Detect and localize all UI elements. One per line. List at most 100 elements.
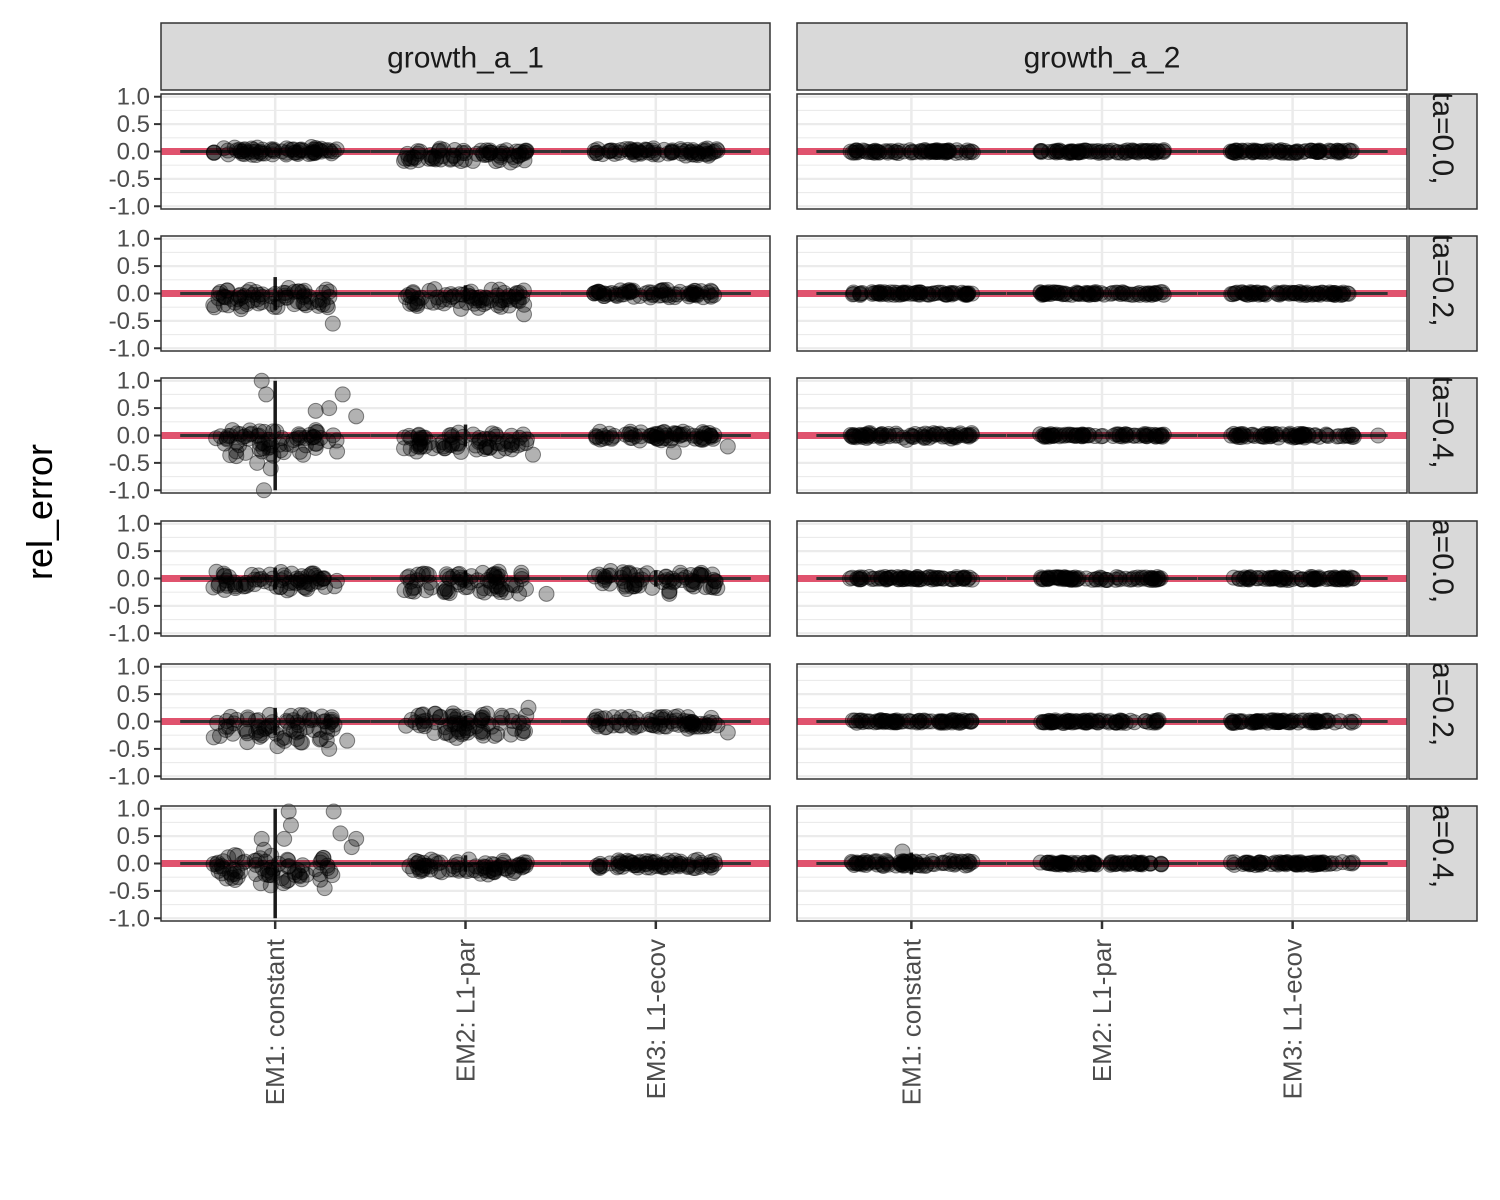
data-point <box>700 147 717 164</box>
data-point <box>217 718 234 735</box>
column-strip-label: growth_a_2 <box>1024 42 1181 75</box>
data-point <box>674 426 691 443</box>
data-point <box>414 713 431 730</box>
x-tick-label: EM2: L1-par <box>451 939 481 1082</box>
row-strip-label: ta=0.2, <box>1426 234 1459 327</box>
data-point <box>451 569 468 586</box>
data-point <box>216 289 233 306</box>
data-point <box>262 438 279 455</box>
data-point <box>264 570 281 587</box>
data-point <box>706 578 723 595</box>
data-point <box>669 286 686 303</box>
data-point <box>307 567 324 584</box>
data-point <box>289 283 306 300</box>
data-point <box>439 568 456 585</box>
data-point <box>474 706 491 723</box>
row-strip-label: a=0.4, <box>1426 804 1459 888</box>
data-point <box>215 140 232 157</box>
data-point <box>673 567 690 584</box>
data-point <box>220 146 237 163</box>
data-point <box>1233 713 1250 730</box>
data-point <box>442 150 459 167</box>
data-point <box>239 144 256 161</box>
data-point <box>295 446 312 463</box>
data-point <box>518 854 535 871</box>
data-point <box>284 141 301 158</box>
data-point <box>250 567 267 584</box>
data-point <box>1117 570 1134 587</box>
data-point <box>514 289 531 306</box>
data-point <box>624 430 641 447</box>
data-point <box>445 147 462 164</box>
data-point <box>682 576 699 593</box>
data-point <box>1039 854 1056 871</box>
data-point <box>410 427 427 444</box>
data-point <box>286 296 303 313</box>
data-point <box>596 572 613 589</box>
data-point <box>218 575 235 592</box>
data-point <box>436 440 453 457</box>
data-point <box>226 294 243 311</box>
data-point <box>515 426 532 443</box>
data-point <box>315 713 332 730</box>
data-point <box>432 708 449 725</box>
data-point <box>314 296 331 313</box>
data-point <box>472 289 489 306</box>
data-point <box>281 575 298 592</box>
data-point <box>494 435 511 452</box>
data-point <box>637 142 654 159</box>
data-point <box>455 428 472 445</box>
data-point <box>1137 713 1154 730</box>
data-point <box>643 284 660 301</box>
data-point <box>286 144 303 161</box>
data-point <box>474 145 491 162</box>
data-point <box>278 435 295 452</box>
data-point <box>704 566 721 583</box>
data-point <box>692 566 709 583</box>
data-point <box>934 713 951 730</box>
data-point <box>430 437 447 454</box>
data-point <box>464 289 481 306</box>
data-point <box>247 283 264 300</box>
data-point <box>671 283 688 300</box>
data-point <box>306 144 323 161</box>
data-point <box>412 438 429 455</box>
data-point <box>449 566 466 583</box>
data-point <box>702 145 719 162</box>
data-point <box>488 578 505 595</box>
data-point <box>655 282 672 299</box>
data-point <box>409 295 426 312</box>
data-point <box>701 425 718 442</box>
data-point <box>292 429 309 446</box>
data-point <box>1233 429 1250 446</box>
data-point <box>441 570 458 587</box>
data-point <box>665 574 682 591</box>
data-point <box>956 286 973 303</box>
data-point <box>492 568 509 585</box>
data-point <box>249 139 266 156</box>
data-point <box>272 442 289 459</box>
data-point <box>649 430 666 447</box>
data-point <box>586 285 603 302</box>
data-point <box>313 143 330 160</box>
data-point <box>677 143 694 160</box>
data-point <box>1370 427 1387 444</box>
data-point <box>1339 427 1356 444</box>
data-point <box>675 423 692 440</box>
data-point <box>475 296 492 313</box>
data-point <box>444 429 461 446</box>
data-point <box>308 573 325 590</box>
data-point <box>955 570 972 587</box>
data-point <box>665 443 682 460</box>
data-point <box>329 443 346 460</box>
data-point <box>510 292 527 309</box>
data-point <box>482 573 499 590</box>
data-point <box>218 870 235 887</box>
data-point <box>683 714 700 731</box>
data-point <box>502 726 519 743</box>
data-point <box>663 144 680 161</box>
data-point <box>295 295 312 312</box>
data-point <box>215 853 232 870</box>
data-point <box>278 140 295 157</box>
